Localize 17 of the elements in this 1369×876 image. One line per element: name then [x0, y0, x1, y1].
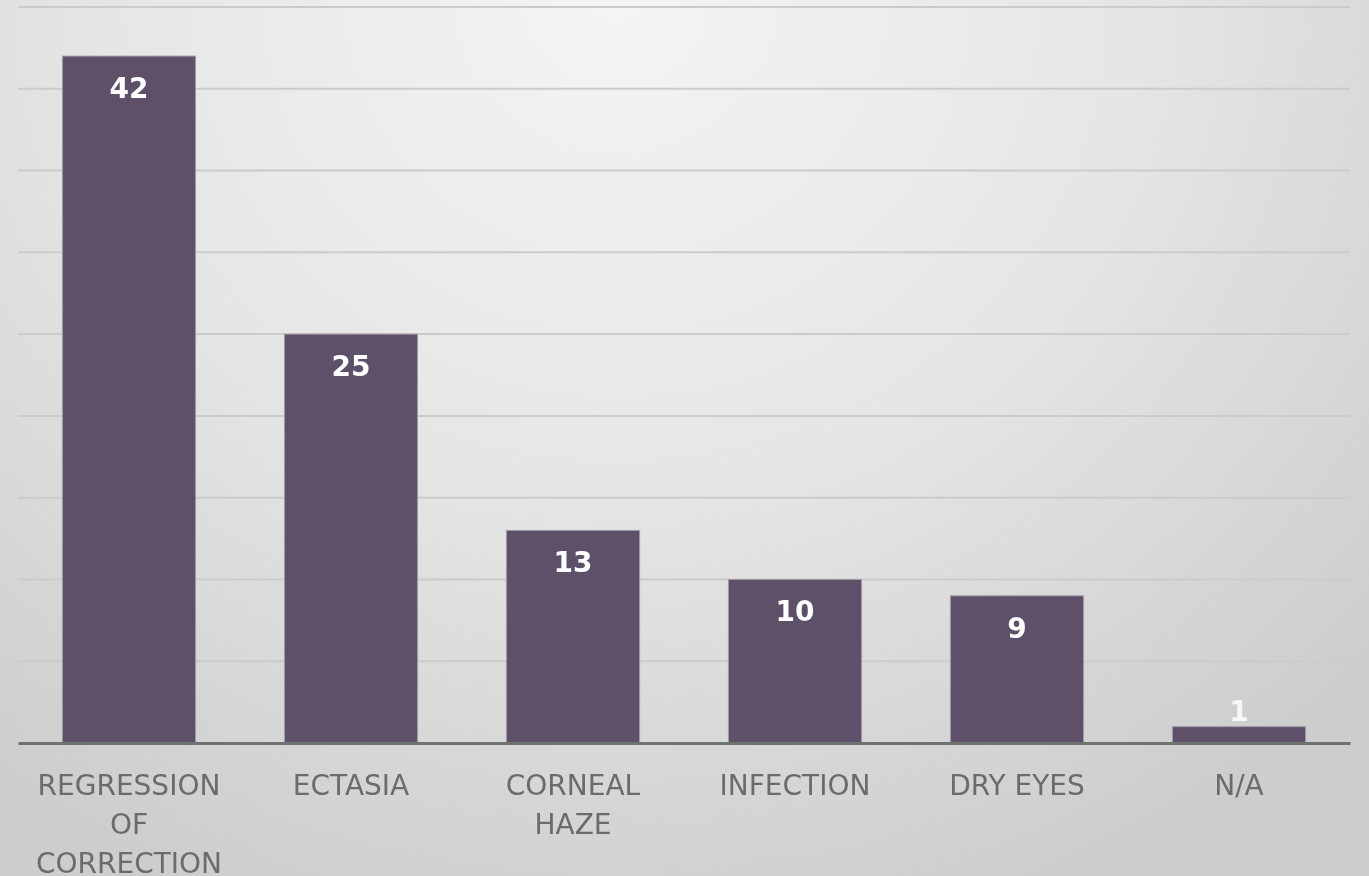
x-tick-label: CORNEAL HAZE: [505, 769, 641, 841]
data-label: 25: [331, 350, 371, 384]
x-tick-label: INFECTION: [719, 769, 871, 802]
bar: [727, 578, 863, 744]
data-label: 9: [1007, 611, 1027, 645]
x-tick-label: REGRESSION OF CORRECTION: [35, 769, 223, 876]
bar: [505, 529, 641, 744]
bar: [1171, 726, 1307, 744]
bar: [61, 55, 197, 744]
x-tick-label: ECTASIA: [292, 769, 410, 802]
data-label: 42: [109, 72, 149, 106]
bar: [283, 333, 419, 744]
data-label: 13: [553, 546, 593, 580]
data-label: 10: [775, 595, 815, 629]
bar: [949, 595, 1085, 744]
x-tick-label: DRY EYES: [949, 769, 1085, 802]
x-tick-label: N/A: [1214, 769, 1264, 802]
